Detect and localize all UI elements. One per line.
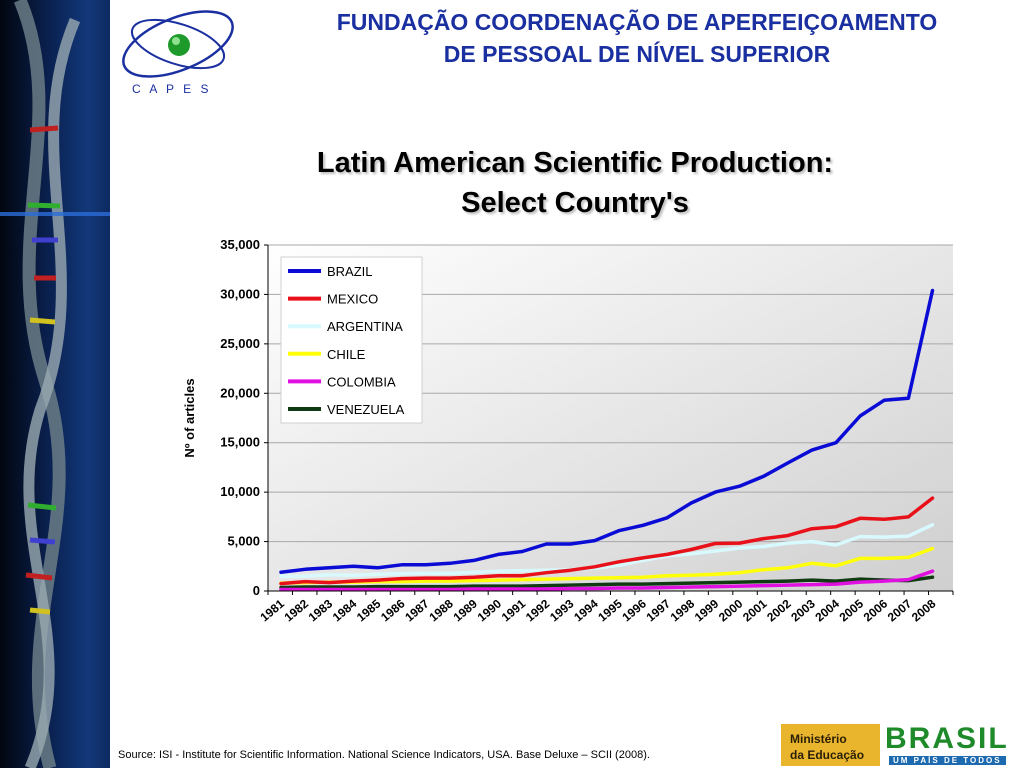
- brasil-slogan: UM PAÍS DE TODOS: [889, 756, 1006, 765]
- brasil-logo-text: BRASIL: [885, 722, 1009, 755]
- y-tick-label: 25,000: [220, 336, 260, 351]
- x-tick-label: 2000: [716, 596, 746, 624]
- x-tick-label: 1987: [402, 596, 432, 624]
- legend-label: BRAZIL: [327, 264, 373, 279]
- x-tick-label: 1996: [619, 596, 649, 624]
- series-line-argentina: [279, 523, 935, 578]
- x-tick-label: 1993: [547, 596, 577, 624]
- x-tick-label: 2004: [812, 596, 842, 624]
- series-line-mexico: [279, 496, 935, 586]
- legend-box: [280, 256, 423, 424]
- capes-logo-graphic: [122, 10, 234, 78]
- legend-label: COLOMBIA: [327, 374, 396, 389]
- x-tick-label: 2003: [788, 596, 818, 624]
- x-tick-label: 2007: [885, 596, 915, 624]
- x-tick-label: 1988: [426, 596, 456, 624]
- x-tick-label: 1990: [475, 596, 505, 624]
- ministry-line-2: da Educação: [790, 748, 865, 762]
- legend-label: ARGENTINA: [327, 319, 403, 334]
- x-tick-label: 2008: [909, 596, 939, 624]
- y-tick-label: 0: [253, 583, 260, 598]
- x-tick-label: 1991: [499, 596, 529, 624]
- y-tick-label: 5,000: [227, 534, 260, 549]
- x-tick-label: 2002: [764, 596, 794, 624]
- series-line-brazil: [279, 288, 935, 574]
- y-axis-label: Nº of articles: [182, 378, 197, 457]
- x-tick-label: 1986: [378, 596, 408, 624]
- dna-decoration: [0, 0, 110, 771]
- x-tick-label: 1999: [692, 596, 722, 624]
- x-tick-label: 1982: [282, 596, 312, 624]
- series-line-chile: [279, 546, 935, 585]
- legend-label: VENEZUELA: [327, 402, 405, 417]
- x-tick-label: 1997: [644, 596, 674, 624]
- ministry-line-1: Ministério: [790, 732, 847, 746]
- series-line-colombia: [279, 569, 935, 592]
- legend-label: MEXICO: [327, 292, 378, 307]
- x-tick-label: 2006: [861, 596, 891, 624]
- x-tick-label: 1983: [306, 596, 336, 624]
- y-tick-label: 10,000: [220, 484, 260, 499]
- chart-title-line-1: Latin American Scientific Production:: [316, 147, 834, 179]
- source-note: Source: ISI - Institute for Scientific I…: [118, 749, 650, 761]
- capes-logo: C A P E S: [112, 0, 242, 100]
- org-title-line-2: DE PESSOAL DE NÍVEL SUPERIOR: [443, 41, 831, 67]
- x-tick-label: 2001: [740, 596, 770, 624]
- org-title-line-1: FUNDAÇÃO COORDENAÇÃO DE APERFEIÇOAMENTO: [336, 9, 938, 35]
- dna-helix-graphic: [0, 0, 110, 771]
- x-tick-label: 1998: [668, 596, 698, 624]
- x-tick-label: 1984: [330, 596, 360, 624]
- y-tick-label: 30,000: [220, 286, 260, 301]
- ministry-label-box: Ministério da Educação: [781, 724, 880, 766]
- y-tick-label: 35,000: [220, 237, 260, 252]
- x-tick-label: 1985: [354, 596, 384, 624]
- series-line-venezuela: [279, 575, 935, 590]
- x-tick-label: 1994: [571, 596, 601, 624]
- legend-label: CHILE: [327, 347, 366, 362]
- ministry-brasil-logo: Ministério da Educação BRASIL UM PAÍS DE…: [779, 722, 1024, 768]
- y-tick-label: 15,000: [220, 435, 260, 450]
- x-tick-label: 1989: [451, 596, 481, 624]
- capes-logo-text: C A P E S: [132, 82, 212, 96]
- y-tick-label: 20,000: [220, 385, 260, 400]
- chart-title-line-2: Select Country's: [461, 187, 689, 219]
- x-tick-label: 1981: [257, 596, 287, 624]
- x-tick-label: 1992: [523, 596, 553, 624]
- x-tick-label: 2005: [837, 596, 867, 624]
- x-tick-label: 1995: [595, 596, 625, 624]
